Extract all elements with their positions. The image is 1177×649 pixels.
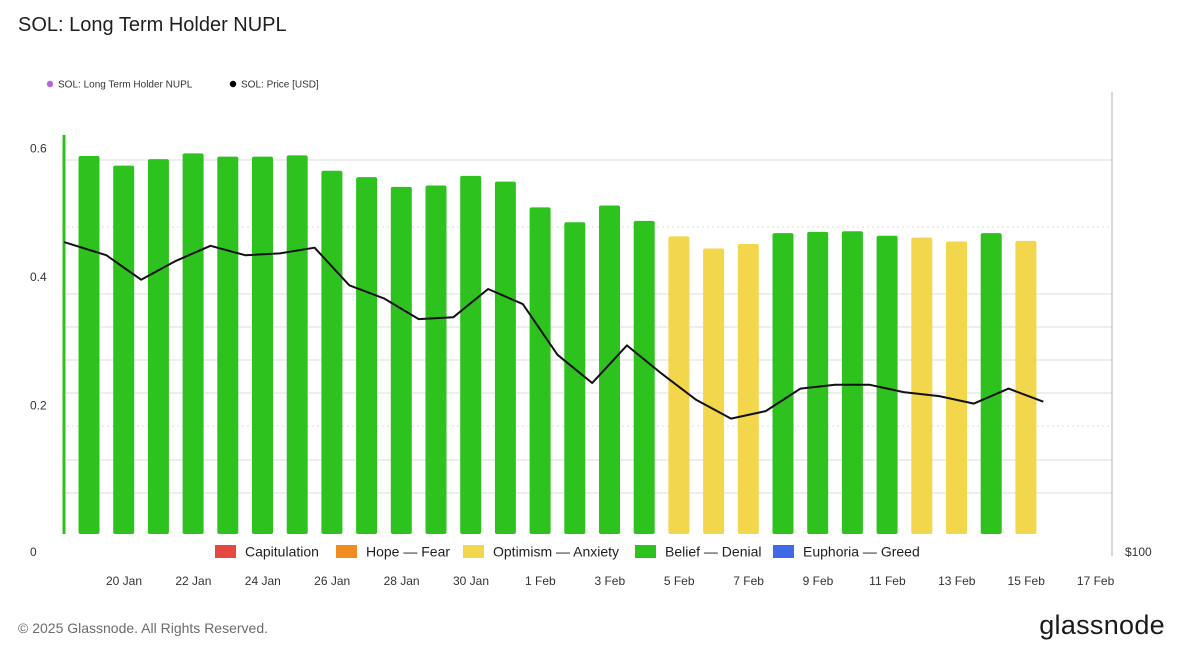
phase-label: Hope — Fear bbox=[366, 544, 450, 560]
nupl-bar bbox=[876, 235, 898, 534]
nupl-bar bbox=[78, 155, 100, 534]
x-tick-label: 28 Jan bbox=[384, 574, 420, 588]
chart-title: SOL: Long Term Holder NUPL bbox=[18, 14, 287, 36]
nupl-bar bbox=[529, 207, 551, 535]
x-tick-label: 13 Feb bbox=[938, 574, 976, 588]
x-tick-label: 1 Feb bbox=[525, 574, 556, 588]
x-tick-label: 3 Feb bbox=[594, 574, 625, 588]
nupl-bar bbox=[564, 222, 586, 534]
nupl-bar bbox=[772, 233, 794, 535]
right-tick-label: $100 bbox=[1125, 545, 1152, 559]
tick-labels: 0 0.2 0.4 0.6 $100 20 Jan 22 Jan 24 Jan 26 Jan 28… bbox=[30, 141, 1152, 588]
legend-dot bbox=[229, 80, 237, 88]
phase-swatch bbox=[336, 545, 357, 558]
phase-swatch bbox=[215, 545, 236, 558]
nupl-bar bbox=[425, 185, 447, 534]
legend-dot bbox=[46, 80, 54, 88]
legend-label: SOL: Long Term Holder NUPL bbox=[58, 80, 193, 91]
nupl-bar bbox=[252, 156, 273, 534]
x-tick-label: 11 Feb bbox=[869, 574, 906, 588]
nupl-bar bbox=[633, 220, 655, 535]
nupl-bar bbox=[217, 156, 239, 534]
x-tick-label: 7 Feb bbox=[733, 574, 764, 588]
phase-label: Capitulation bbox=[245, 544, 319, 560]
x-tick-label: 20 Jan bbox=[106, 574, 142, 588]
phase-swatch bbox=[635, 545, 656, 558]
nupl-bar bbox=[356, 177, 378, 534]
nupl-bar bbox=[807, 231, 829, 534]
nupl-bar bbox=[182, 153, 204, 534]
x-tick-label: 26 Jan bbox=[314, 574, 350, 588]
phase-swatch bbox=[463, 545, 484, 558]
nupl-bar bbox=[703, 248, 725, 534]
nupl-bar bbox=[668, 236, 690, 535]
legend-label: SOL: Price [USD] bbox=[241, 80, 319, 91]
nupl-bars bbox=[78, 153, 1037, 535]
x-tick-label: 17 Feb bbox=[1077, 574, 1115, 588]
y-tick-label: 0.6 bbox=[30, 141, 47, 155]
x-tick-label: 15 Feb bbox=[1008, 574, 1046, 588]
x-tick-label: 9 Feb bbox=[803, 574, 834, 588]
y-tick-label: 0.2 bbox=[30, 398, 47, 412]
phase-label: Optimism — Anxiety bbox=[493, 544, 619, 560]
y-tick-label: 0.4 bbox=[30, 270, 47, 284]
x-tick-label: 5 Feb bbox=[664, 574, 695, 588]
x-tick-label: 30 Jan bbox=[453, 574, 489, 588]
nupl-bar bbox=[1015, 240, 1037, 535]
y-tick-label: 0 bbox=[30, 545, 37, 559]
nupl-bar bbox=[321, 170, 343, 535]
phase-label: Belief — Denial bbox=[665, 544, 762, 560]
x-tick-label: 24 Jan bbox=[245, 574, 281, 588]
nupl-bar bbox=[737, 244, 759, 534]
nupl-bar bbox=[599, 205, 620, 534]
price-line bbox=[63, 241, 1044, 420]
phase-swatch bbox=[773, 545, 794, 558]
nupl-bar bbox=[494, 181, 516, 534]
nupl-bar bbox=[113, 165, 135, 534]
nupl-bar bbox=[286, 155, 308, 534]
nupl-bar bbox=[390, 186, 412, 534]
nupl-bar bbox=[980, 233, 1002, 535]
nupl-bar bbox=[460, 175, 482, 534]
axes bbox=[62, 92, 1113, 556]
phase-legend: Capitulation Hope — Fear Optimism — Anxiet… bbox=[215, 544, 920, 560]
nupl-bar bbox=[147, 159, 169, 534]
nupl-bar bbox=[911, 237, 933, 535]
price-series-line bbox=[63, 241, 1044, 420]
nupl-bar bbox=[946, 241, 967, 534]
phase-label: Euphoria — Greed bbox=[803, 544, 920, 560]
nupl-bar bbox=[841, 231, 863, 534]
top-legend: SOL: Long Term Holder NUPL SOL: Price [US… bbox=[46, 80, 319, 91]
brand-logo: glassnode bbox=[1039, 610, 1165, 640]
copyright-text: © 2025 Glassnode. All Rights Reserved. bbox=[18, 620, 269, 636]
x-tick-label: 22 Jan bbox=[175, 574, 211, 588]
